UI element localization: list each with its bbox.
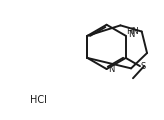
Text: N: N <box>109 65 115 74</box>
Text: HCl: HCl <box>30 95 46 105</box>
Text: S: S <box>141 62 146 71</box>
Text: N: N <box>128 30 134 39</box>
Text: HN: HN <box>126 27 139 36</box>
